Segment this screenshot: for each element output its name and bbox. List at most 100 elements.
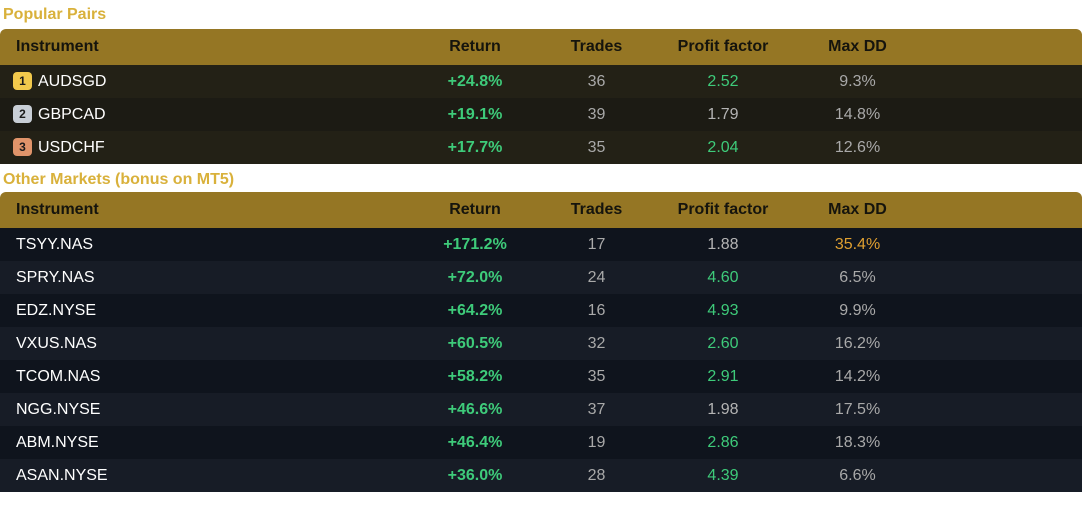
table-header-row: Instrument Return Trades Profit factor M… xyxy=(0,29,1082,65)
profit-factor-cell: 2.04 xyxy=(707,138,739,156)
return-cell: +24.8% xyxy=(447,72,503,90)
rank-badge: 1 xyxy=(13,72,32,90)
table-row[interactable]: ASAN.NYSE +36.0% 28 4.39 6.6% xyxy=(0,459,1082,492)
table-row[interactable]: EDZ.NYSE +64.2% 16 4.93 9.9% xyxy=(0,294,1082,327)
return-cell: +36.0% xyxy=(447,466,503,484)
return-cell: +19.1% xyxy=(447,105,503,123)
return-cell: +72.0% xyxy=(447,268,503,286)
profit-factor-cell: 1.79 xyxy=(707,105,739,123)
table-row[interactable]: 3 USDCHF +17.7% 35 2.04 12.6% xyxy=(0,131,1082,164)
return-cell: +58.2% xyxy=(447,367,503,385)
row-spacer xyxy=(910,360,1082,393)
return-cell: +17.7% xyxy=(447,138,503,156)
max-dd-cell: 12.6% xyxy=(834,138,881,156)
trades-cell: 36 xyxy=(587,72,606,90)
instrument-name: NGG.NYSE xyxy=(16,400,101,418)
instrument-name: SPRY.NAS xyxy=(16,268,95,286)
return-cell: +171.2% xyxy=(443,235,507,253)
table-row[interactable]: 1 AUDSGD +24.8% 36 2.52 9.3% xyxy=(0,65,1082,98)
profit-factor-cell: 4.39 xyxy=(707,466,739,484)
profit-factor-cell: 4.60 xyxy=(707,268,739,286)
trades-cell: 19 xyxy=(587,433,606,451)
header-max-dd[interactable]: Max DD xyxy=(828,201,887,218)
header-max-dd[interactable]: Max DD xyxy=(828,38,887,55)
trades-cell: 35 xyxy=(587,367,606,385)
row-spacer xyxy=(910,65,1082,98)
popular-pairs-table: Instrument Return Trades Profit factor M… xyxy=(0,29,1082,164)
instrument-name: VXUS.NAS xyxy=(16,334,97,352)
table-row[interactable]: 2 GBPCAD +19.1% 39 1.79 14.8% xyxy=(0,98,1082,131)
instrument-cell: ASAN.NYSE xyxy=(0,459,398,492)
trades-cell: 17 xyxy=(587,235,606,253)
max-dd-cell: 35.4% xyxy=(834,235,881,253)
table-row[interactable]: TSYY.NAS +171.2% 17 1.88 35.4% xyxy=(0,228,1082,261)
profit-factor-cell: 4.93 xyxy=(707,301,739,319)
table-row[interactable]: SPRY.NAS +72.0% 24 4.60 6.5% xyxy=(0,261,1082,294)
profit-factor-cell: 2.60 xyxy=(707,334,739,352)
row-spacer xyxy=(910,98,1082,131)
header-instrument[interactable]: Instrument xyxy=(16,201,99,218)
trades-cell: 35 xyxy=(587,138,606,156)
profit-factor-cell: 1.98 xyxy=(707,400,739,418)
max-dd-cell: 6.5% xyxy=(839,268,876,286)
instrument-name: AUDSGD xyxy=(38,73,107,90)
instrument-name: USDCHF xyxy=(38,139,105,156)
instrument-cell: ABM.NYSE xyxy=(0,426,398,459)
row-spacer xyxy=(910,426,1082,459)
row-spacer xyxy=(910,327,1082,360)
instrument-cell: 3 USDCHF xyxy=(0,131,398,164)
header-return[interactable]: Return xyxy=(449,201,501,218)
header-profit-factor[interactable]: Profit factor xyxy=(677,201,769,218)
table-row[interactable]: NGG.NYSE +46.6% 37 1.98 17.5% xyxy=(0,393,1082,426)
section-title: Popular Pairs xyxy=(3,6,107,23)
row-spacer xyxy=(910,261,1082,294)
instrument-cell: VXUS.NAS xyxy=(0,327,398,360)
table-row[interactable]: ABM.NYSE +46.4% 19 2.86 18.3% xyxy=(0,426,1082,459)
trades-cell: 39 xyxy=(587,105,606,123)
table-row[interactable]: VXUS.NAS +60.5% 32 2.60 16.2% xyxy=(0,327,1082,360)
trades-cell: 28 xyxy=(587,466,606,484)
row-spacer xyxy=(910,294,1082,327)
instrument-name: ABM.NYSE xyxy=(16,433,99,451)
max-dd-cell: 14.8% xyxy=(834,105,881,123)
header-profit-factor[interactable]: Profit factor xyxy=(677,38,769,55)
header-return[interactable]: Return xyxy=(449,38,501,55)
trades-cell: 24 xyxy=(587,268,606,286)
instrument-name: TSYY.NAS xyxy=(16,235,94,253)
header-trades[interactable]: Trades xyxy=(570,38,623,55)
profit-factor-cell: 2.86 xyxy=(707,433,739,451)
instrument-cell: 2 GBPCAD xyxy=(0,98,398,131)
instrument-cell: TSYY.NAS xyxy=(0,228,398,261)
row-spacer xyxy=(910,459,1082,492)
return-cell: +46.4% xyxy=(447,433,503,451)
header-spacer xyxy=(910,192,1082,228)
instrument-cell: 1 AUDSGD xyxy=(0,65,398,98)
other-markets-section: Other Markets (bonus on MT5) Instrument … xyxy=(0,168,1082,492)
return-cell: +60.5% xyxy=(447,334,503,352)
profit-factor-cell: 2.52 xyxy=(707,72,739,90)
instrument-name: TCOM.NAS xyxy=(16,367,101,385)
instrument-name: EDZ.NYSE xyxy=(16,301,97,319)
max-dd-cell: 17.5% xyxy=(834,400,881,418)
popular-pairs-section: Popular Pairs Instrument Return Trades P… xyxy=(0,0,1082,164)
rank-badge: 3 xyxy=(13,138,32,156)
header-instrument[interactable]: Instrument xyxy=(16,38,99,55)
row-spacer xyxy=(910,228,1082,261)
header-trades[interactable]: Trades xyxy=(570,201,623,218)
instrument-name: GBPCAD xyxy=(38,106,106,123)
row-spacer xyxy=(910,393,1082,426)
table-row[interactable]: TCOM.NAS +58.2% 35 2.91 14.2% xyxy=(0,360,1082,393)
section-title: Other Markets (bonus on MT5) xyxy=(3,171,235,188)
instrument-cell: TCOM.NAS xyxy=(0,360,398,393)
trades-cell: 16 xyxy=(587,301,606,319)
instrument-cell: EDZ.NYSE xyxy=(0,294,398,327)
max-dd-cell: 9.3% xyxy=(839,72,876,90)
row-spacer xyxy=(910,131,1082,164)
instrument-cell: NGG.NYSE xyxy=(0,393,398,426)
max-dd-cell: 6.6% xyxy=(839,466,876,484)
return-cell: +46.6% xyxy=(447,400,503,418)
instrument-name: ASAN.NYSE xyxy=(16,466,108,484)
max-dd-cell: 9.9% xyxy=(839,301,876,319)
trades-cell: 37 xyxy=(587,400,606,418)
profit-factor-cell: 1.88 xyxy=(707,235,739,253)
